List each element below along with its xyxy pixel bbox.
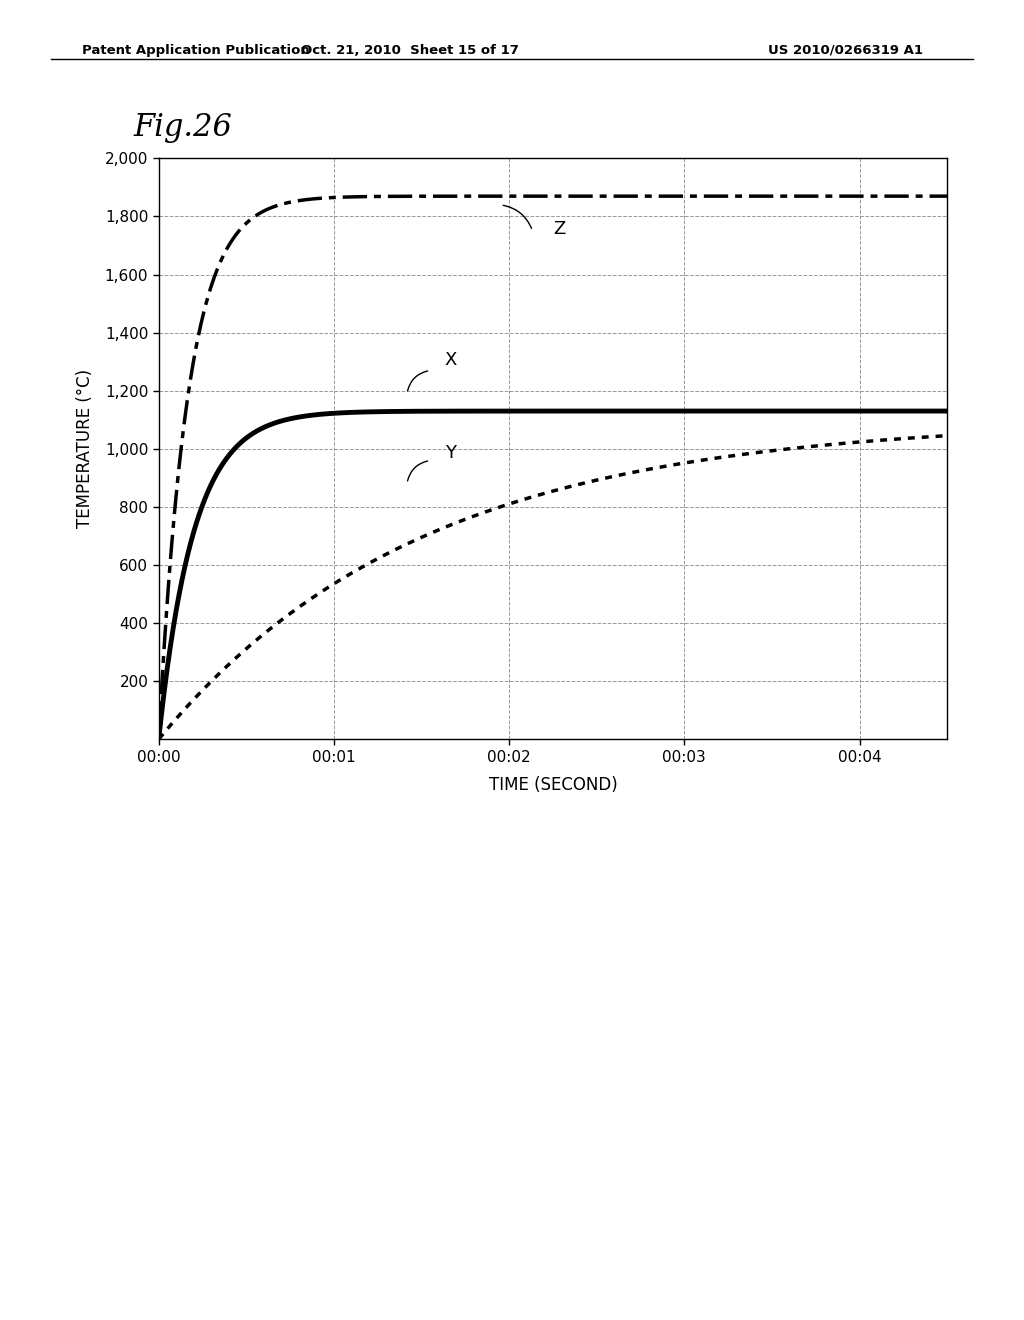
Text: Patent Application Publication: Patent Application Publication — [82, 44, 309, 57]
Text: Y: Y — [444, 444, 456, 462]
Text: US 2010/0266319 A1: US 2010/0266319 A1 — [768, 44, 923, 57]
Y-axis label: TEMPERATURE (°C): TEMPERATURE (°C) — [76, 370, 93, 528]
Text: X: X — [444, 351, 458, 368]
X-axis label: TIME (SECOND): TIME (SECOND) — [488, 776, 617, 793]
Text: Fig.26: Fig.26 — [133, 112, 232, 143]
Text: Z: Z — [553, 220, 565, 238]
Text: Oct. 21, 2010  Sheet 15 of 17: Oct. 21, 2010 Sheet 15 of 17 — [301, 44, 518, 57]
